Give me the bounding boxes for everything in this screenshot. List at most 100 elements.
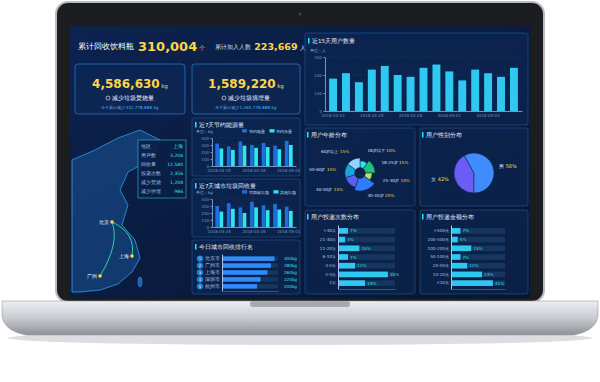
marks [215,141,292,166]
tick: 深圳市 [205,276,222,282]
slice-label: 18岁以下10% [367,148,395,153]
legend-swatch [270,129,275,132]
city-label: 广州 [87,273,97,279]
title-marker [422,214,424,220]
y-axis: 0100200300 [314,55,325,114]
kpi-unit: kg [161,83,168,90]
joined-label: 累计加入人数 [215,43,251,50]
panel [192,240,300,294]
tick-label: >30次 [323,228,336,233]
laptop-base [2,301,598,335]
tick: 2018-04-28 [242,166,266,173]
panel [420,128,528,206]
tick-label: 2018-05-01 [438,113,462,118]
legend-swatch [242,190,247,193]
data-label: 300kg [284,256,297,261]
bar [222,263,271,267]
grid-line [325,57,522,58]
tick: 400 [201,197,212,202]
route [112,222,133,256]
slice-label: 18-25岁15% [381,160,408,165]
bar [338,245,359,251]
table-cell: 986 [174,189,183,194]
slice-label: 30-40岁20% [367,193,394,198]
rank: 5 [199,284,202,289]
title-marker [307,132,309,138]
bar [222,270,268,274]
data-label: 19% [367,281,376,286]
map-land [72,130,160,292]
bar [338,254,348,260]
y-axis: 0100200300400 [201,136,212,169]
bar [285,141,289,166]
tick-label: 100 [314,91,322,96]
kpi-box [192,64,300,114]
tick-label: 100 [201,218,209,223]
table-cell: 地区 [140,143,151,149]
tick-label: 21-30次 [320,237,336,242]
bar-track [451,272,505,278]
tick: 100 [201,218,212,223]
axis-line [222,255,223,292]
chart-title: 用户投递次数分布 [311,213,359,220]
tick-mark [211,206,213,207]
bar [219,149,223,167]
bar [219,212,223,227]
tick-label: 1次 [329,280,336,285]
table-cell: 减少焚烧 [141,179,161,185]
axis-title: 单位：kg [196,129,213,134]
slice [348,158,360,170]
title-marker [195,244,197,250]
kpi-label: 减少垃圾填埋量 [228,95,270,101]
slice-name: 60岁以上 [321,149,338,154]
marks [329,65,518,111]
slice-label: 25-30岁10% [383,178,410,183]
rank-badge [197,284,203,290]
tick: 10-20元 [433,272,451,277]
tick-label: 2018-04-28 [242,168,266,173]
route [100,222,114,276]
tick: 1次 [329,280,338,285]
bar-track [222,277,278,281]
rank: 4 [199,277,202,282]
bar [451,254,460,260]
slice-value: 58% [506,163,517,169]
data-label: 31% [495,281,504,286]
chart-title: 用户性别分布 [426,131,462,138]
x-axis: 2018-04-222018-04-252018-04-282018-05-01… [321,111,522,118]
bar [231,150,235,166]
slice-value: 15% [334,187,343,192]
tick: 2018-04-25 [360,111,384,118]
laptop-lid [56,2,544,302]
bar [510,68,518,111]
bar [338,263,355,269]
tick-label: <10元 [436,280,449,285]
bar [451,280,493,286]
tick: 200-500元 [428,237,452,242]
tick: 广州市 [205,262,222,268]
bar [289,145,293,166]
axis-title: 单位：人 [310,48,326,53]
tick: 50-100元 [430,254,451,259]
rank: 2 [199,263,202,268]
slice-name: 25-30岁 [383,178,399,183]
slice [363,161,375,173]
tick: >30次 [323,228,338,233]
bar [215,206,219,227]
bar [266,147,270,166]
tick-label: 2018-04-25 [208,168,232,173]
tick: 200 [201,211,212,216]
tick-label: 2018-05-01 [277,168,301,173]
tick-mark [324,57,326,58]
chart-title: 近7天节约能源量 [199,122,245,128]
bar-track [338,254,395,260]
tick-label: 20-50元 [433,263,449,268]
laptop-dashboard: 累计回收饮料瓶310,004个累计加入人数223,669人4,586,630kg… [0,0,600,382]
bar [285,207,289,227]
bar [243,213,247,227]
tick: 100 [201,157,212,162]
tick: 上海市 [205,269,222,275]
data-label: 5% [347,237,354,242]
grid-line [212,159,296,160]
bar-track [451,237,505,243]
